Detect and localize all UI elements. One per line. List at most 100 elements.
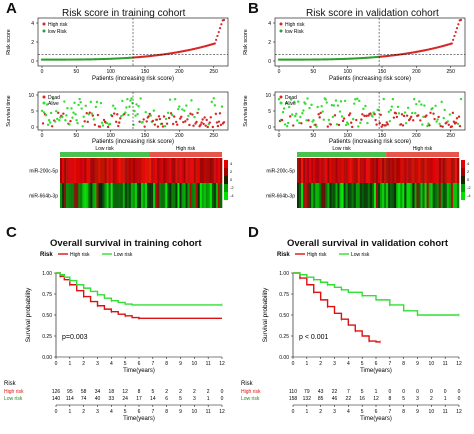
survival-time-point — [384, 124, 387, 127]
heatmap-cell — [301, 158, 304, 183]
risk-table-cell: 33 — [109, 396, 115, 402]
survival-time-point — [448, 113, 452, 116]
survival-time-point — [145, 120, 148, 123]
heatmap-cell — [452, 183, 456, 208]
score-ytick-label: 2 — [268, 40, 271, 46]
survival-time-point — [322, 118, 325, 121]
survival-time-point — [197, 108, 200, 111]
heatmap-cell — [86, 183, 89, 208]
panel-letter-a: A — [6, 0, 17, 17]
survival-time-point — [333, 114, 337, 117]
legend-label-alive: Alive — [48, 101, 59, 107]
risk-table-cell: 79 — [304, 389, 310, 395]
km-legend-low: Low risk — [351, 252, 370, 258]
risk-table-xlabel: Time(years) — [360, 416, 392, 422]
heatmap-cell — [418, 158, 421, 183]
heatmap-cell — [191, 158, 194, 183]
heatmap-cell — [299, 183, 302, 208]
heatmap-cell — [209, 158, 213, 183]
km-ylabel: Survival probability — [25, 287, 32, 342]
panel-title-b: Risk score in validation cohort — [306, 8, 439, 19]
panel-letter-b: B — [248, 0, 259, 17]
heatmap-cell — [327, 158, 330, 183]
survival-time-point — [394, 112, 398, 115]
heatmap-cell — [153, 183, 156, 208]
heatmap-cell — [448, 158, 452, 183]
km-pvalue: p < 0.001 — [299, 334, 328, 341]
survival-time-point — [288, 115, 292, 118]
panel-letter-c: C — [6, 224, 17, 241]
heatmap-cell — [365, 158, 369, 183]
risk-table-xtick-label: 9 — [416, 409, 419, 415]
survival-time-point — [160, 122, 164, 125]
legend-dot-alive — [279, 101, 283, 105]
km-xtick-label: 5 — [361, 361, 364, 367]
km-curve-low — [56, 272, 222, 306]
km-xtick-label: 10 — [429, 361, 435, 367]
heatmap-cell — [76, 183, 79, 208]
risk-table-cell: 2 — [430, 396, 433, 402]
survival-time-point — [414, 111, 417, 115]
heatmap-scale-label: -2 — [230, 185, 234, 190]
score-xtick-label: 0 — [41, 69, 44, 75]
score-ytick-label: 0 — [268, 59, 271, 65]
survival-time-point — [151, 119, 155, 123]
survival-time-point — [343, 99, 347, 103]
risk-score-point — [216, 34, 219, 38]
survival-time-point — [56, 117, 59, 121]
km-xtick-label: 8 — [165, 361, 168, 367]
heatmap-cell — [311, 183, 314, 208]
survival-time-point — [85, 112, 88, 115]
heatmap-cell — [359, 183, 363, 208]
heatmap-cell — [161, 158, 164, 183]
survival-time-point — [86, 120, 89, 124]
heatmap-cell — [78, 158, 81, 183]
heatmap-cell — [410, 183, 413, 208]
survival-time-point — [211, 125, 215, 129]
heatmap-cell — [418, 183, 421, 208]
survival-time-point — [400, 113, 404, 116]
survival-time-point — [163, 124, 167, 128]
risk-table-cell: 95 — [67, 389, 73, 395]
risk-table-xtick-label: 1 — [68, 409, 71, 415]
survival-time-point — [204, 124, 207, 127]
heatmap-cell — [104, 158, 107, 183]
survival-time-point — [362, 107, 365, 111]
survival-time-point — [349, 121, 353, 124]
survival-time-point — [141, 120, 144, 124]
heatmap-cell — [349, 158, 352, 183]
survival-time-point — [95, 100, 99, 104]
heatmap-cell — [392, 183, 395, 208]
survival-time-point — [309, 125, 312, 129]
survival-time-point — [357, 125, 360, 128]
heatmap-cell — [363, 158, 367, 183]
survival-time-point — [66, 106, 69, 110]
survival-time-point — [110, 114, 114, 118]
survival-time-point — [456, 122, 460, 125]
survival-time-point — [320, 105, 323, 108]
km-xtick-label: 0 — [55, 361, 58, 367]
risk-score-point — [457, 23, 460, 26]
heatmap-cell — [454, 183, 458, 208]
heatmap-cell — [130, 183, 134, 208]
km-ytick-label: 0.50 — [279, 313, 289, 319]
heatmap-cell — [219, 158, 223, 183]
heatmap-scale-label: 4 — [467, 161, 470, 166]
survival-time-point — [127, 113, 130, 117]
risk-score-point — [218, 27, 222, 30]
heatmap-cell — [191, 183, 194, 208]
risk-table-cell: 126 — [52, 389, 61, 395]
survival-time-point — [98, 125, 102, 128]
survival-time-point — [365, 114, 368, 118]
risk-table-cell: 2 — [179, 389, 182, 395]
survival-time-point — [401, 124, 405, 127]
survival-time-point — [69, 119, 72, 123]
survival-time-point — [210, 100, 213, 104]
risk-score-point — [453, 34, 456, 38]
survival-time-point — [105, 121, 109, 125]
km-pvalue: p=0.003 — [62, 334, 88, 341]
legend-label-low: low Risk — [48, 29, 67, 35]
km-curve-high — [293, 272, 381, 343]
heatmap-cell — [120, 158, 124, 183]
risk-table-cell: 34 — [95, 389, 101, 395]
